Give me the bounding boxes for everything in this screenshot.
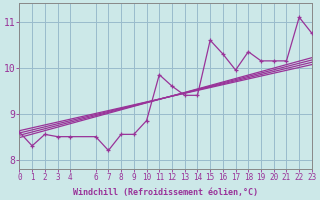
X-axis label: Windchill (Refroidissement éolien,°C): Windchill (Refroidissement éolien,°C)	[73, 188, 258, 197]
